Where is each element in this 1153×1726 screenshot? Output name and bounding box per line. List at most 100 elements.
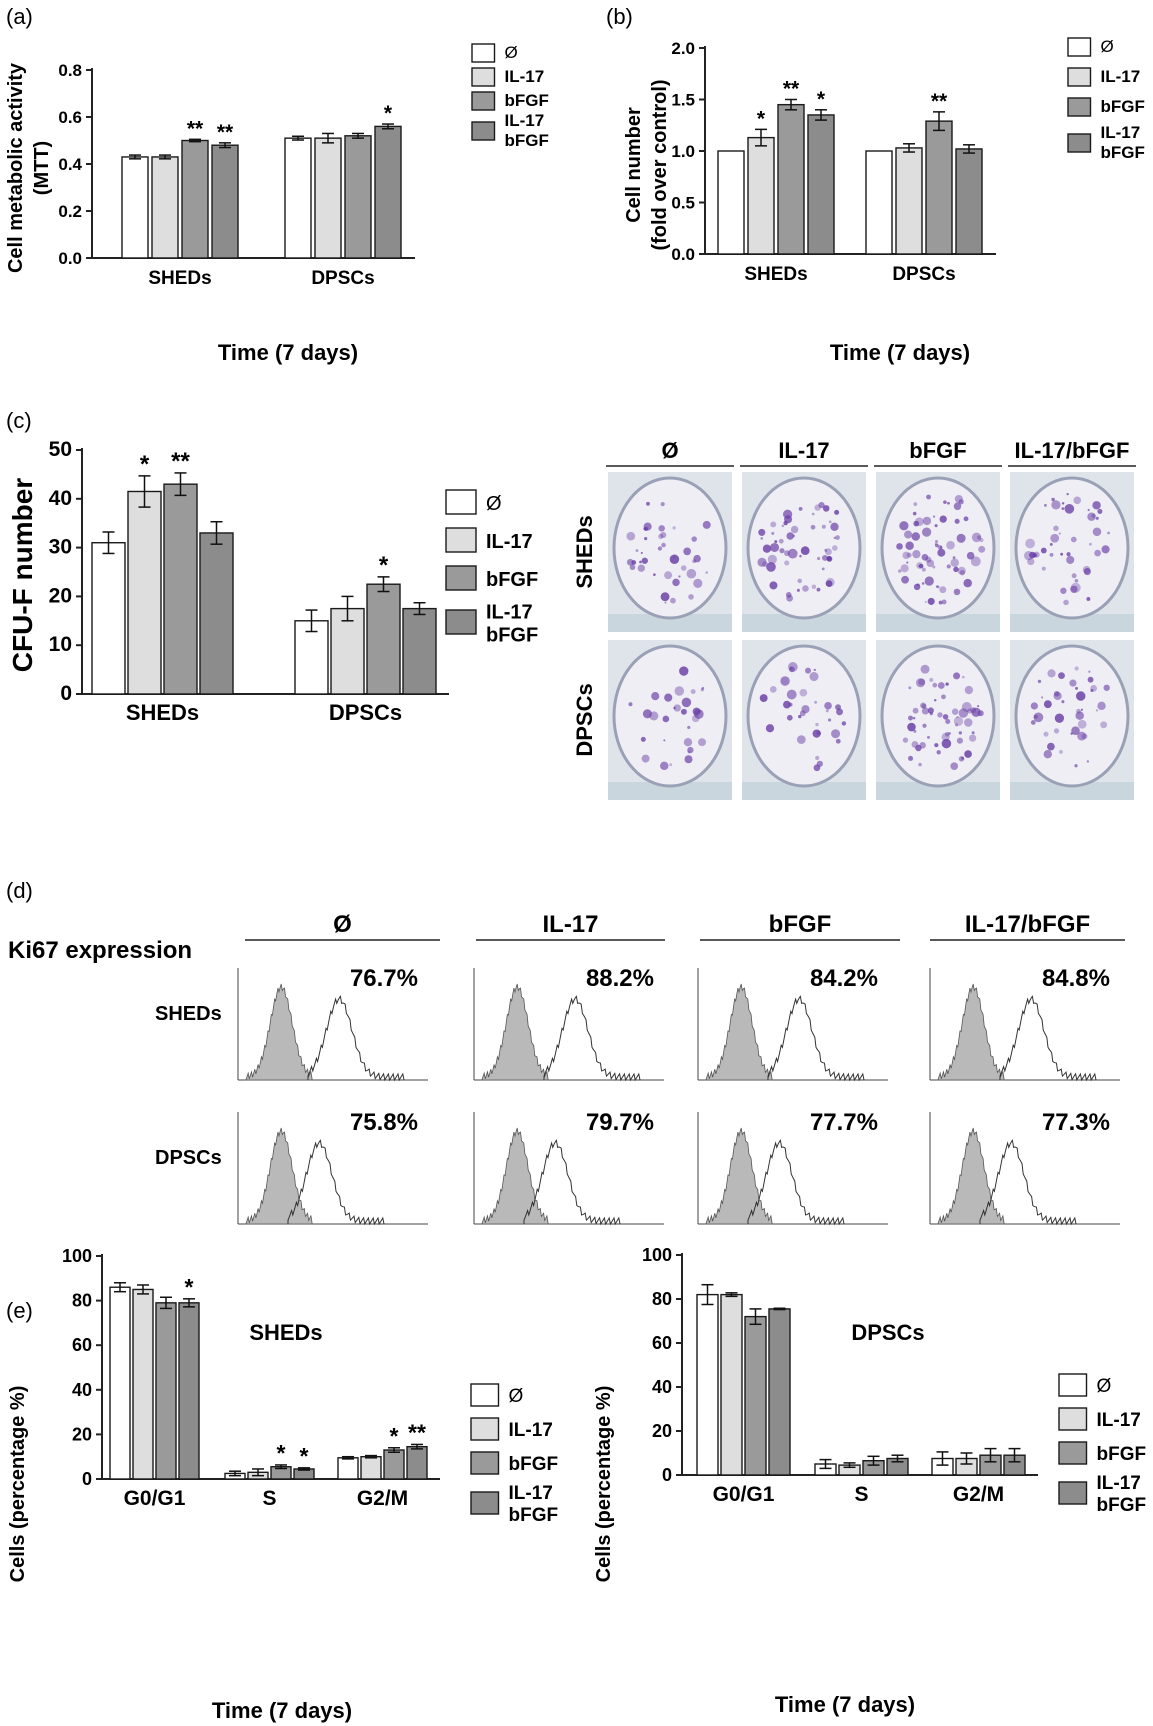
ki67-percent: 84.8% [1042,965,1110,992]
colony [640,551,643,555]
colony [643,527,647,531]
y-tick-label: 0.4 [58,155,82,174]
panel-a-letter: (a) [6,4,33,29]
colony [660,502,665,507]
colony [921,567,926,572]
colony [1077,719,1087,729]
ki67-percent: 76.7% [350,965,418,992]
colony [661,542,666,548]
photo-column-header: Ø [661,438,678,463]
significance-label: * [300,1443,309,1469]
colony [810,524,816,530]
colony [835,738,841,744]
significance-label: * [277,1440,286,1466]
colony [811,512,815,516]
y-tick-label: 0.6 [58,108,82,127]
ki67-peak [747,1139,845,1226]
legend-label: bFGF [509,1454,559,1475]
isotype-control-peak [937,983,1005,1081]
photo-base [742,614,866,632]
colony [957,566,966,575]
colony [919,741,926,749]
panel-a-ylabel-2: (MTT) [31,141,53,195]
ki67-percent: 75.8% [350,1109,418,1136]
photo-row-label: DPSCs [572,683,597,756]
category-label: G2/M [953,1483,1004,1506]
colony [662,715,670,723]
colony [1076,708,1081,714]
colony [692,559,697,564]
photo-base [608,614,732,632]
y-tick-label: 80 [652,1289,672,1309]
colony [834,509,840,515]
colony [924,576,934,586]
y-tick-label: 0.5 [671,194,695,213]
legend-swatch [1067,133,1092,153]
colony [1088,670,1091,673]
bar [91,542,126,695]
colony [813,668,816,672]
colony [1097,508,1103,514]
photo-base [876,782,1000,800]
colony [644,536,648,541]
colony [798,506,803,511]
colony [1060,552,1064,556]
colony [672,556,676,559]
ki67-percent: 77.3% [1042,1109,1110,1136]
colony [779,548,785,554]
y-tick-label: 20 [652,1421,672,1441]
colony [701,686,705,690]
colony [1090,689,1094,692]
colony [678,575,681,578]
bar [360,1455,382,1480]
photo-row-label-group: SHEDs [572,515,597,588]
colony [770,521,777,528]
colony [911,741,919,748]
y-tick-label: 0.0 [58,249,82,268]
colony [688,594,694,600]
colony [1083,568,1091,576]
colony [691,536,697,542]
photo-column-header: IL-17 [778,438,829,463]
colony [1041,566,1046,571]
y-tick-label: 100 [62,1246,92,1266]
category-label: DPSCs [311,268,374,289]
colony [1060,587,1067,594]
category-label: DPSCs [892,264,955,285]
photo-row-label: SHEDs [572,515,597,588]
colony [953,716,964,726]
legend-swatch [445,565,477,591]
colony [926,559,935,568]
colony [934,698,937,702]
colony [664,693,673,702]
colony [1061,502,1065,505]
colony [670,597,676,604]
colony [637,564,646,572]
colony [1071,573,1077,579]
ki67-percent: 77.7% [810,1109,878,1136]
panel-e-title-sheds: SHEDs [249,1320,322,1345]
colony [1092,527,1102,537]
colony [679,666,689,676]
colony [939,515,947,523]
colony [649,711,659,721]
colony [936,750,941,755]
colony [821,567,825,571]
bar [374,125,402,259]
chart-b: 0.00.51.01.52.0*** *SHEDs**DPSCsØIL-17bFG… [671,37,1145,285]
ki67-histogram: 88.2% [473,965,664,1082]
photo-base [1010,782,1134,800]
colony [628,702,633,707]
bar [314,137,342,259]
colony [693,578,703,588]
ki67-peak [767,995,865,1082]
colony [1080,708,1084,711]
colony [912,511,917,516]
ki67-peak [543,995,641,1082]
colony [680,708,687,715]
colony [1103,684,1110,691]
colony [672,526,676,530]
colony [1097,701,1106,711]
colony [937,712,943,718]
colony [663,739,666,742]
